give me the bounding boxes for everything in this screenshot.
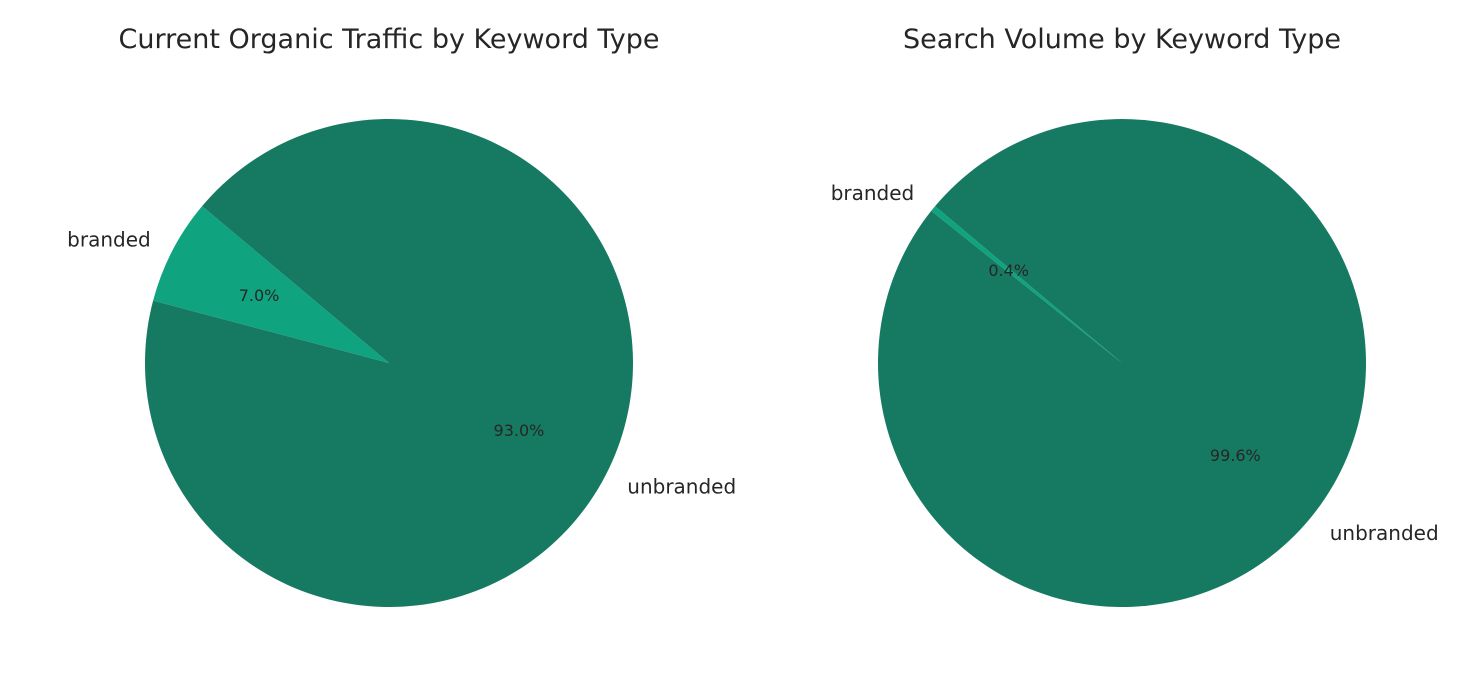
pie-slice-branded [931, 206, 1122, 363]
pie-labels: branded 0.4% unbranded 99.6% [831, 181, 1439, 545]
pie-category-label: branded [67, 227, 151, 251]
pie-percent-label: 7.0% [239, 286, 280, 305]
pie-percent-label: 93.0% [494, 421, 545, 440]
pie-slices [878, 118, 1367, 607]
pie-labels: branded 7.0% unbranded 93.0% [67, 227, 736, 498]
pie-category-label: unbranded [1330, 521, 1439, 545]
pie-percent-label: 0.4% [988, 261, 1029, 280]
pie-slice-unbranded [878, 118, 1367, 607]
search-volume-pie-chart: Search Volume by Keyword Type branded 0.4… [831, 24, 1439, 607]
pie-slice-branded [153, 206, 389, 363]
chart-title: Search Volume by Keyword Type [903, 24, 1341, 55]
traffic-pie-chart: Current Organic Traffic by Keyword Type … [67, 24, 736, 608]
pie-percent-label: 99.6% [1210, 446, 1261, 465]
pie-slices [145, 118, 633, 608]
pie-category-label: branded [831, 181, 915, 205]
pie-slice-unbranded [145, 118, 633, 608]
chart-title: Current Organic Traffic by Keyword Type [119, 24, 660, 55]
pie-category-label: unbranded [627, 475, 736, 499]
